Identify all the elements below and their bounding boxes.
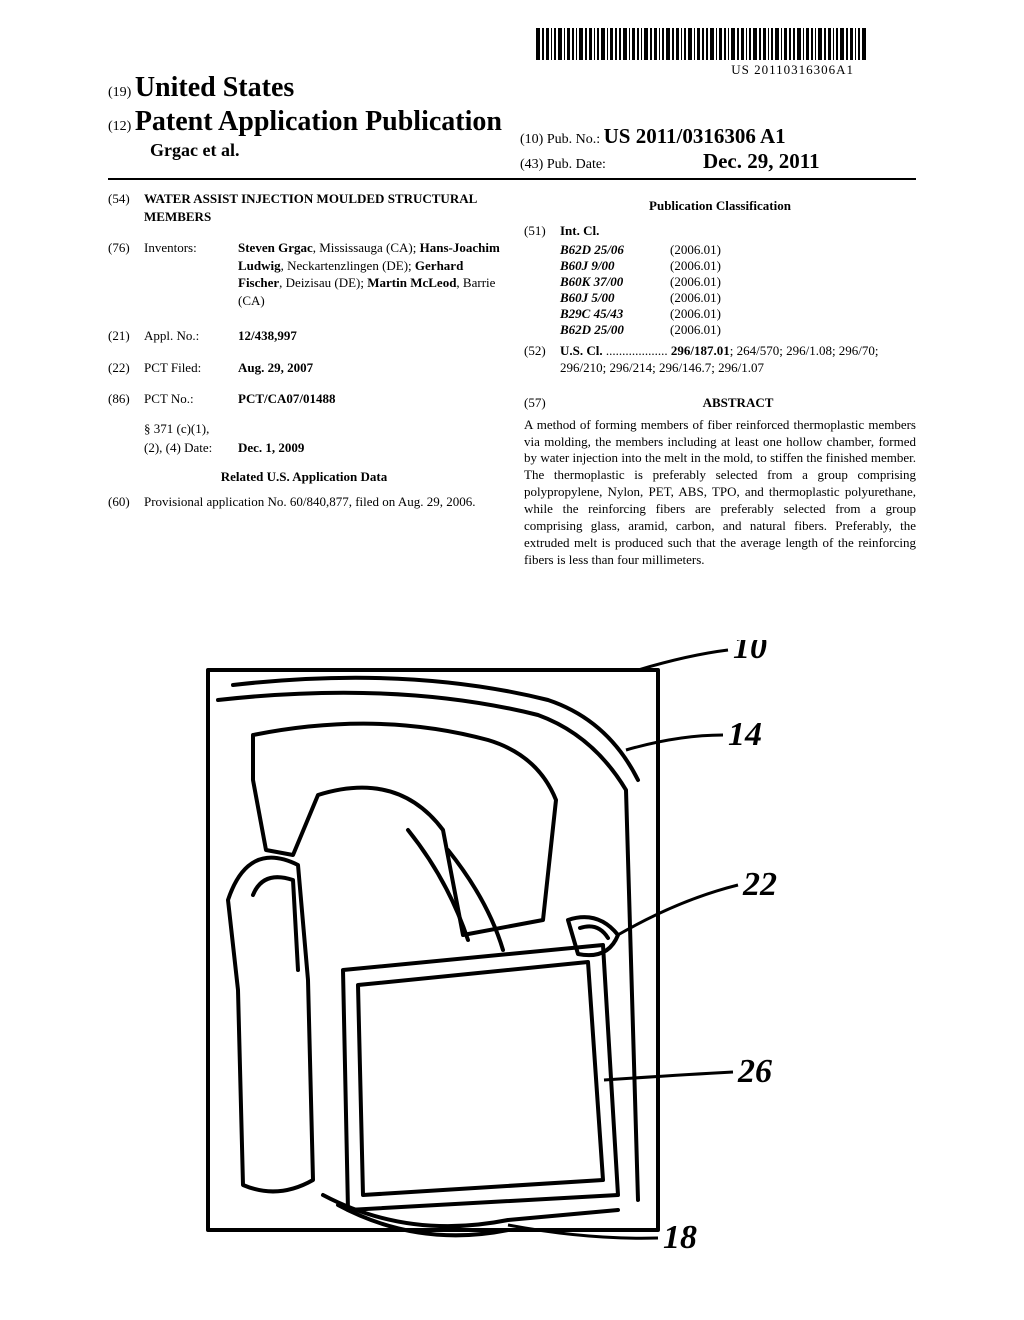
divider <box>108 178 916 180</box>
pub-type-code: (12) <box>108 119 131 134</box>
invention-title: WATER ASSIST INJECTION MOULDED STRUCTURA… <box>144 190 500 225</box>
abstract-text: A method of forming members of fiber rei… <box>524 417 916 569</box>
intcl-code: (51) <box>524 222 560 240</box>
fig-label-14: 14 <box>728 716 762 753</box>
sect-label: § 371 (c)(1), <box>144 420 238 438</box>
pubclass-title: Publication Classification <box>524 198 916 214</box>
pubdate: Dec. 29, 2011 <box>703 149 820 173</box>
sect-date: Dec. 1, 2009 <box>238 439 500 457</box>
right-column: Publication Classification (51) Int. Cl.… <box>524 190 916 569</box>
pubno-code: (10) <box>520 132 543 147</box>
fig-label-26: 26 <box>737 1053 772 1090</box>
intcl-table: B62D 25/06(2006.01) B60J 9/00(2006.01) B… <box>560 242 916 338</box>
country: United States <box>135 72 294 103</box>
abstract-code: (57) <box>524 395 560 411</box>
inventors-label: Inventors: <box>144 239 238 309</box>
pctno-code: (86) <box>108 390 144 408</box>
left-column: (54) WATER ASSIST INJECTION MOULDED STRU… <box>108 190 500 569</box>
inventors-list: Steven Grgac, Mississauga (CA); Hans-Joa… <box>238 239 500 309</box>
related-data-title: Related U.S. Application Data <box>108 469 500 485</box>
pctfiled-label: PCT Filed: <box>144 359 238 377</box>
pctno: PCT/CA07/01488 <box>238 390 500 408</box>
fig-label-22: 22 <box>742 866 777 903</box>
pctno-label: PCT No.: <box>144 390 238 408</box>
pctfiled-code: (22) <box>108 359 144 377</box>
uscl-code: (52) <box>524 342 560 377</box>
barcode <box>536 28 916 60</box>
pubdate-code: (43) <box>520 157 543 172</box>
prov-text: Provisional application No. 60/840,877, … <box>144 493 500 511</box>
prov-code: (60) <box>108 493 144 511</box>
title-code: (54) <box>108 190 144 225</box>
fig-label-18: 18 <box>663 1219 697 1256</box>
patent-figure: 10 14 22 26 18 <box>148 640 876 1280</box>
bibliographic-data: (54) WATER ASSIST INJECTION MOULDED STRU… <box>108 190 916 569</box>
abstract-label: ABSTRACT <box>560 395 916 411</box>
pubdate-label: Pub. Date: <box>547 157 606 172</box>
pubno: US 2011/0316306 A1 <box>604 124 786 148</box>
sect-label2: (2), (4) Date: <box>144 439 238 457</box>
applno: 12/438,997 <box>238 327 500 345</box>
country-code: (19) <box>108 85 131 100</box>
pub-type: Patent Application Publication <box>135 106 502 137</box>
inventor-name: Martin McLeod <box>367 275 456 290</box>
inventors-code: (76) <box>108 239 144 309</box>
intcl-label: Int. Cl. <box>560 222 916 240</box>
header-right: (10) Pub. No.: US 2011/0316306 A1 (43) P… <box>520 124 820 174</box>
applno-code: (21) <box>108 327 144 345</box>
inventor-name: Steven Grgac <box>238 240 313 255</box>
fig-label-10: 10 <box>733 640 767 666</box>
pctfiled: Aug. 29, 2007 <box>238 359 500 377</box>
pubno-label: Pub. No.: <box>547 132 600 147</box>
applno-label: Appl. No.: <box>144 327 238 345</box>
uscl-values: U.S. Cl. ................... 296/187.01;… <box>560 342 916 377</box>
